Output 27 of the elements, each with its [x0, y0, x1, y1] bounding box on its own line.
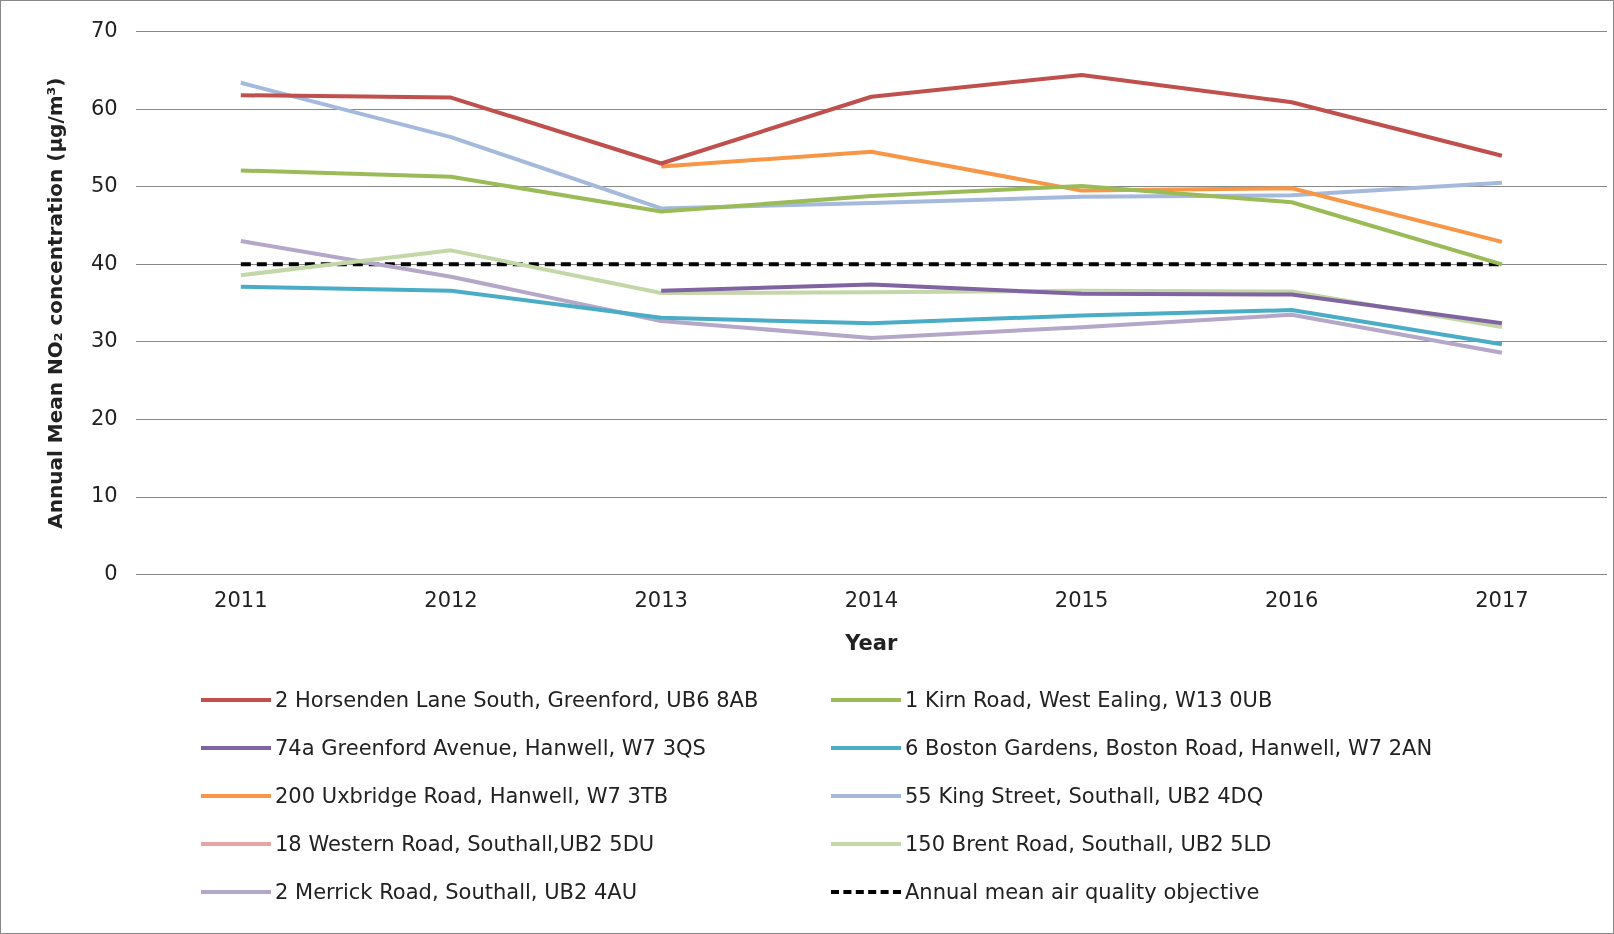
legend-label: 2 Horsenden Lane South, Greenford, UB6 8AB — [275, 688, 759, 712]
x-tick-label: 2011 — [214, 587, 268, 612]
y-tick-label: 50 — [90, 173, 118, 198]
legend-label: 18 Western Road, Southall,UB2 5DU — [275, 832, 655, 856]
y-axis-title: Annual Mean NO₂ concentration (µg/m³) — [43, 77, 68, 529]
x-tick-label: 2016 — [1265, 587, 1319, 612]
y-tick-label: 70 — [90, 18, 118, 43]
y-tick-label: 40 — [90, 250, 118, 275]
legend-label: 55 King Street, Southall, UB2 4DQ — [905, 784, 1264, 808]
legend-label: 200 Uxbridge Road, Hanwell, W7 3TB — [275, 784, 669, 808]
legend-label: 150 Brent Road, Southall, UB2 5LD — [905, 832, 1272, 856]
y-tick-label: 60 — [90, 95, 118, 120]
y-tick-label: 20 — [90, 405, 118, 430]
x-axis-title: Year — [844, 630, 899, 655]
legend-label: 1 Kirn Road, West Ealing, W13 0UB — [905, 688, 1273, 712]
legend-label: 6 Boston Gardens, Boston Road, Hanwell, W7 2AN — [905, 736, 1433, 760]
y-tick-label: 30 — [90, 328, 118, 353]
x-tick-label: 2012 — [424, 587, 478, 612]
x-tick-label: 2013 — [634, 587, 688, 612]
x-tick-label: 2015 — [1054, 587, 1109, 612]
y-tick-label: 0 — [104, 561, 118, 586]
y-tick-label: 10 — [90, 483, 118, 508]
x-tick-label: 2017 — [1475, 587, 1529, 612]
x-tick-label: 2014 — [844, 587, 899, 612]
legend-label: 2 Merrick Road, Southall, UB2 4AU — [275, 880, 638, 904]
legend-label: Annual mean air quality objective — [905, 880, 1260, 904]
legend-label: 74a Greenford Avenue, Hanwell, W7 3QS — [275, 736, 706, 760]
